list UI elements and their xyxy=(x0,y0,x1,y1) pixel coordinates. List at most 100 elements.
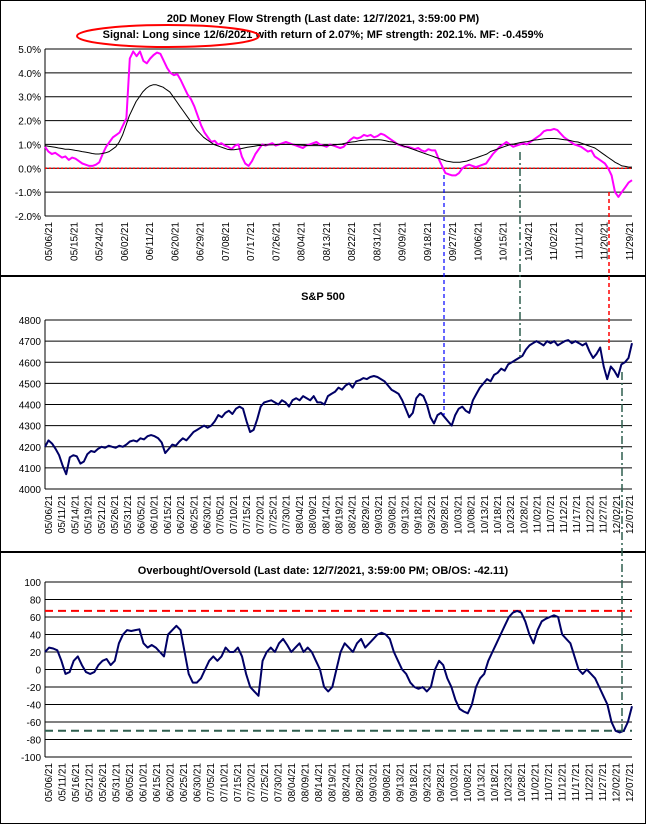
spx-chart-title: S&P 500 xyxy=(301,291,345,303)
x-tick-label: 06/11/21 xyxy=(145,222,156,261)
x-tick-label: 05/14/21 xyxy=(70,495,81,534)
x-tick-label: 11/12/21 xyxy=(557,763,568,802)
mf-chart: -2.0% -1.0% 0.0% 1.0% 2.0% 3.0% 4.0% 5.0% 05/06/… xyxy=(15,45,636,261)
panel-2-frame xyxy=(0,276,646,552)
x-tick-label: 10/23/21 xyxy=(506,495,517,534)
x-tick-label: 05/06/21 xyxy=(44,763,55,802)
x-tick-label: 07/30/21 xyxy=(282,495,293,534)
x-tick-label: 05/21/21 xyxy=(97,495,108,534)
y-tick-label: 4500 xyxy=(19,379,42,390)
y-tick-label: 2.0% xyxy=(18,117,41,128)
x-tick-label: 07/17/21 xyxy=(246,222,257,261)
x-tick-label: 10/08/21 xyxy=(463,763,474,802)
x-tick-label: 11/27/21 xyxy=(598,763,609,802)
x-tick-label: 05/06/21 xyxy=(44,495,55,534)
x-tick-label: 05/19/21 xyxy=(84,495,95,534)
x-tick-label: 10/08/21 xyxy=(467,495,478,534)
panel-3-frame xyxy=(0,552,646,824)
y-tick-label: 4100 xyxy=(19,464,42,475)
y-tick-label: 40 xyxy=(30,631,42,642)
y-tick-label: 4.0% xyxy=(18,69,41,80)
x-tick-label: 05/06/21 xyxy=(44,222,55,261)
x-tick-label: 10/28/21 xyxy=(519,495,530,534)
x-tick-label: 05/11/21 xyxy=(57,495,68,534)
x-tick-label: 08/04/21 xyxy=(295,495,306,534)
x-tick-label: 11/22/21 xyxy=(584,763,595,802)
panel-1-frame xyxy=(0,0,646,276)
x-tick-label: 11/02/21 xyxy=(530,763,541,802)
x-tick-label: 08/29/21 xyxy=(361,495,372,534)
x-tick-label: 06/29/21 xyxy=(196,222,207,261)
x-tick-label: 10/06/21 xyxy=(473,222,484,261)
x-tick-label: 06/15/21 xyxy=(163,495,174,534)
x-tick-label: 07/05/21 xyxy=(206,763,217,802)
x-tick-label: 10/18/21 xyxy=(490,763,501,802)
y-tick-label: -60 xyxy=(27,718,42,729)
x-tick-label: 12/02/21 xyxy=(611,763,622,802)
x-tick-label: 05/16/21 xyxy=(71,763,82,802)
x-tick-label: 10/13/21 xyxy=(476,763,487,802)
y-tick-label: 4300 xyxy=(19,422,42,433)
y-tick-label: -1.0% xyxy=(15,188,41,199)
y-tick-label: 20 xyxy=(30,648,42,659)
y-tick-label: 80 xyxy=(30,596,42,607)
x-tick-label: 07/25/21 xyxy=(268,495,279,534)
x-tick-label: 07/10/21 xyxy=(229,495,240,534)
x-tick-label: 09/28/21 xyxy=(440,495,451,534)
x-tick-label: 10/03/21 xyxy=(449,763,460,802)
x-tick-label: 05/26/21 xyxy=(98,763,109,802)
x-tick-label: 07/26/21 xyxy=(271,222,282,261)
x-tick-label: 10/13/21 xyxy=(480,495,491,534)
x-tick-label: 05/26/21 xyxy=(110,495,121,534)
x-tick-label: 08/04/21 xyxy=(297,222,308,261)
x-tick-label: 06/15/21 xyxy=(152,763,163,802)
x-tick-label: 11/02/21 xyxy=(533,495,544,534)
x-tick-label: 07/08/21 xyxy=(221,222,232,261)
y-tick-label: 4400 xyxy=(19,401,42,412)
y-tick-label: 0 xyxy=(35,666,41,677)
y-tick-label: -2.0% xyxy=(15,212,41,223)
x-tick-label: 09/23/21 xyxy=(422,763,433,802)
x-tick-label: 09/08/21 xyxy=(387,495,398,534)
x-tick-label: 11/02/21 xyxy=(549,222,560,261)
x-tick-label: 09/03/21 xyxy=(374,495,385,534)
y-tick-label: 1.0% xyxy=(18,140,41,151)
x-tick-label: 09/13/21 xyxy=(395,763,406,802)
x-tick-label: 06/25/21 xyxy=(189,495,200,534)
obos-chart-title: Overbought/Oversold (Last date: 12/7/202… xyxy=(138,565,509,577)
x-tick-label: 05/31/21 xyxy=(112,763,123,802)
x-tick-label: 08/14/21 xyxy=(321,495,332,534)
y-tick-label: -100 xyxy=(21,753,41,764)
x-tick-label: 08/29/21 xyxy=(355,763,366,802)
x-tick-label: 07/20/21 xyxy=(247,763,258,802)
x-tick-label: 07/30/21 xyxy=(274,763,285,802)
x-tick-label: 12/07/21 xyxy=(625,495,636,534)
y-tick-label: 0.0% xyxy=(18,164,41,175)
y-tick-label: 3.0% xyxy=(18,93,41,104)
x-tick-label: 10/03/21 xyxy=(453,495,464,534)
x-tick-label: 05/21/21 xyxy=(85,763,96,802)
signal-highlight-ellipse xyxy=(76,24,260,48)
x-tick-label: 11/12/21 xyxy=(559,495,570,534)
x-tick-label: 09/08/21 xyxy=(382,763,393,802)
x-tick-label: 11/07/21 xyxy=(544,763,555,802)
x-tick-label: 12/02/21 xyxy=(612,495,623,534)
x-tick-label: 09/23/21 xyxy=(427,495,438,534)
x-tick-label: 05/11/21 xyxy=(58,763,69,802)
x-tick-label: 06/02/21 xyxy=(120,222,131,261)
x-tick-label: 07/10/21 xyxy=(220,763,231,802)
x-tick-label: 11/17/21 xyxy=(571,763,582,802)
x-tick-label: 06/05/21 xyxy=(136,495,147,534)
signal-markers xyxy=(443,152,623,735)
x-tick-label: 10/15/21 xyxy=(499,222,510,261)
x-tick-label: 06/20/21 xyxy=(166,763,177,802)
x-tick-label: 06/30/21 xyxy=(193,763,204,802)
x-tick-label: 08/13/21 xyxy=(322,222,333,261)
x-tick-label: 06/10/21 xyxy=(139,763,150,802)
series-line xyxy=(44,50,633,198)
x-tick-label: 11/07/21 xyxy=(546,495,557,534)
x-tick-label: 09/18/21 xyxy=(414,495,425,534)
x-tick-label: 08/19/21 xyxy=(335,495,346,534)
y-tick-label: 4800 xyxy=(19,316,42,327)
